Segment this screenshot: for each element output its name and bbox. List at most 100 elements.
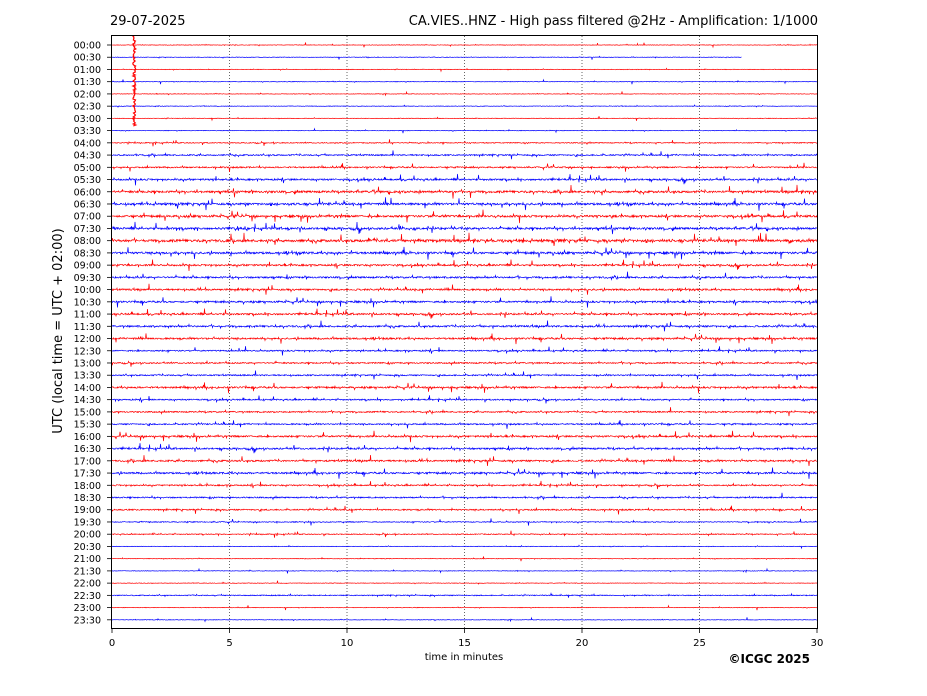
- trace-0530: [111, 173, 818, 186]
- trace-0230: [111, 104, 818, 108]
- row-label: 22:00: [74, 579, 101, 590]
- row-label: 17:00: [74, 456, 101, 467]
- trace-1430: [111, 395, 818, 404]
- row-label: 14:30: [74, 395, 101, 406]
- row-label: 14:00: [74, 383, 101, 394]
- row-label: 08:30: [74, 248, 101, 259]
- trace-0730: [111, 221, 818, 235]
- row-label: 04:30: [74, 151, 101, 162]
- trace-2300: [111, 604, 818, 611]
- row-label: 13:00: [74, 358, 101, 369]
- row-label: 15:30: [74, 420, 101, 431]
- row-label: 11:30: [74, 322, 101, 333]
- row-label: 05:00: [74, 163, 101, 174]
- row-label: 11:00: [74, 310, 101, 321]
- row-label: 23:00: [74, 603, 101, 614]
- row-label: 07:30: [74, 224, 101, 235]
- x-tick-label: 5: [226, 638, 232, 649]
- trace-2230: [111, 592, 818, 598]
- row-label: 18:30: [74, 493, 101, 504]
- trace-1600: [111, 430, 818, 443]
- row-label: 04:00: [74, 138, 101, 149]
- date-label: 29-07-2025: [110, 14, 186, 29]
- row-label: 02:00: [74, 89, 101, 100]
- trace-0600: [111, 184, 818, 199]
- row-label: 16:00: [74, 432, 101, 443]
- row-label: 01:00: [74, 65, 101, 76]
- row-label: 03:30: [74, 126, 101, 137]
- row-label: 21:30: [74, 566, 101, 577]
- x-tick-label: 25: [693, 638, 706, 649]
- trace-2100: [111, 556, 818, 562]
- x-tick-label: 0: [109, 638, 115, 649]
- x-tick-group: 0 5 10 15 20 25 30: [109, 628, 824, 649]
- trace-group: [111, 35, 818, 623]
- trace-0300: [111, 116, 818, 122]
- trace-2330: [111, 616, 818, 623]
- row-label: 05:30: [74, 175, 101, 186]
- row-label: 10:00: [74, 285, 101, 296]
- row-label: 10:30: [74, 297, 101, 308]
- chart-title: CA.VIES..HNZ - High pass filtered @2Hz -…: [409, 14, 818, 29]
- trace-1930: [111, 518, 818, 526]
- trace-1400: [111, 381, 818, 394]
- trace-1900: [111, 505, 818, 515]
- row-label: 19:00: [74, 505, 101, 516]
- row-label: 13:30: [74, 371, 101, 382]
- trace-1300: [111, 359, 818, 367]
- copyright-label: ©ICGC 2025: [728, 652, 810, 666]
- row-label: 00:00: [74, 41, 101, 52]
- x-axis-label: time in minutes: [425, 652, 504, 663]
- row-label: 18:00: [74, 481, 101, 492]
- row-label: 23:30: [74, 615, 101, 626]
- trace-0700: [111, 209, 818, 224]
- trace-1630: [111, 443, 818, 454]
- row-label: 16:30: [74, 444, 101, 455]
- row-label: 20:00: [74, 530, 101, 541]
- row-label: 12:30: [74, 346, 101, 357]
- row-label: 09:00: [74, 261, 101, 272]
- trace-0500: [111, 162, 818, 173]
- trace-1100: [111, 308, 818, 319]
- trace-1800: [111, 480, 818, 490]
- vertical-gridlines: [229, 36, 700, 628]
- row-label: 19:30: [74, 517, 101, 528]
- trace-1730: [111, 467, 818, 479]
- trace-0800: [111, 232, 818, 246]
- trace-1030: [111, 296, 818, 308]
- row-label: 02:30: [74, 102, 101, 113]
- plot-frame: [111, 35, 818, 629]
- trace-2030: [111, 544, 818, 550]
- trace-0630: [111, 197, 818, 211]
- row-label: 17:30: [74, 469, 101, 480]
- row-label: 07:00: [74, 212, 101, 223]
- row-label: 03:00: [74, 114, 101, 125]
- row-label: 09:30: [74, 273, 101, 284]
- trace-0030: [111, 55, 742, 60]
- row-label: 15:00: [74, 407, 101, 418]
- row-label: 12:00: [74, 334, 101, 345]
- trace-0830: [111, 246, 818, 260]
- x-tick-label: 10: [341, 638, 354, 649]
- trace-1230: [111, 346, 818, 356]
- trace-2130: [111, 567, 818, 574]
- trace-2000: [111, 530, 818, 538]
- trace-0200: [111, 90, 818, 97]
- trace-0000: [111, 42, 818, 49]
- trace-0900: [111, 259, 818, 271]
- x-tick-label: 30: [811, 638, 824, 649]
- trace-1830: [111, 492, 818, 501]
- trace-2200: [111, 580, 818, 585]
- y-axis-label: UTC (local time = UTC + 02:00): [51, 228, 66, 433]
- trace-1530: [111, 419, 818, 429]
- row-label: 22:30: [74, 591, 101, 602]
- trace-1200: [111, 333, 818, 345]
- row-label: 06:00: [74, 187, 101, 198]
- trace-1330: [111, 370, 818, 380]
- row-label: 20:30: [74, 542, 101, 553]
- trace-1130: [111, 320, 818, 332]
- trace-0400: [111, 139, 818, 147]
- x-tick-label: 15: [458, 638, 471, 649]
